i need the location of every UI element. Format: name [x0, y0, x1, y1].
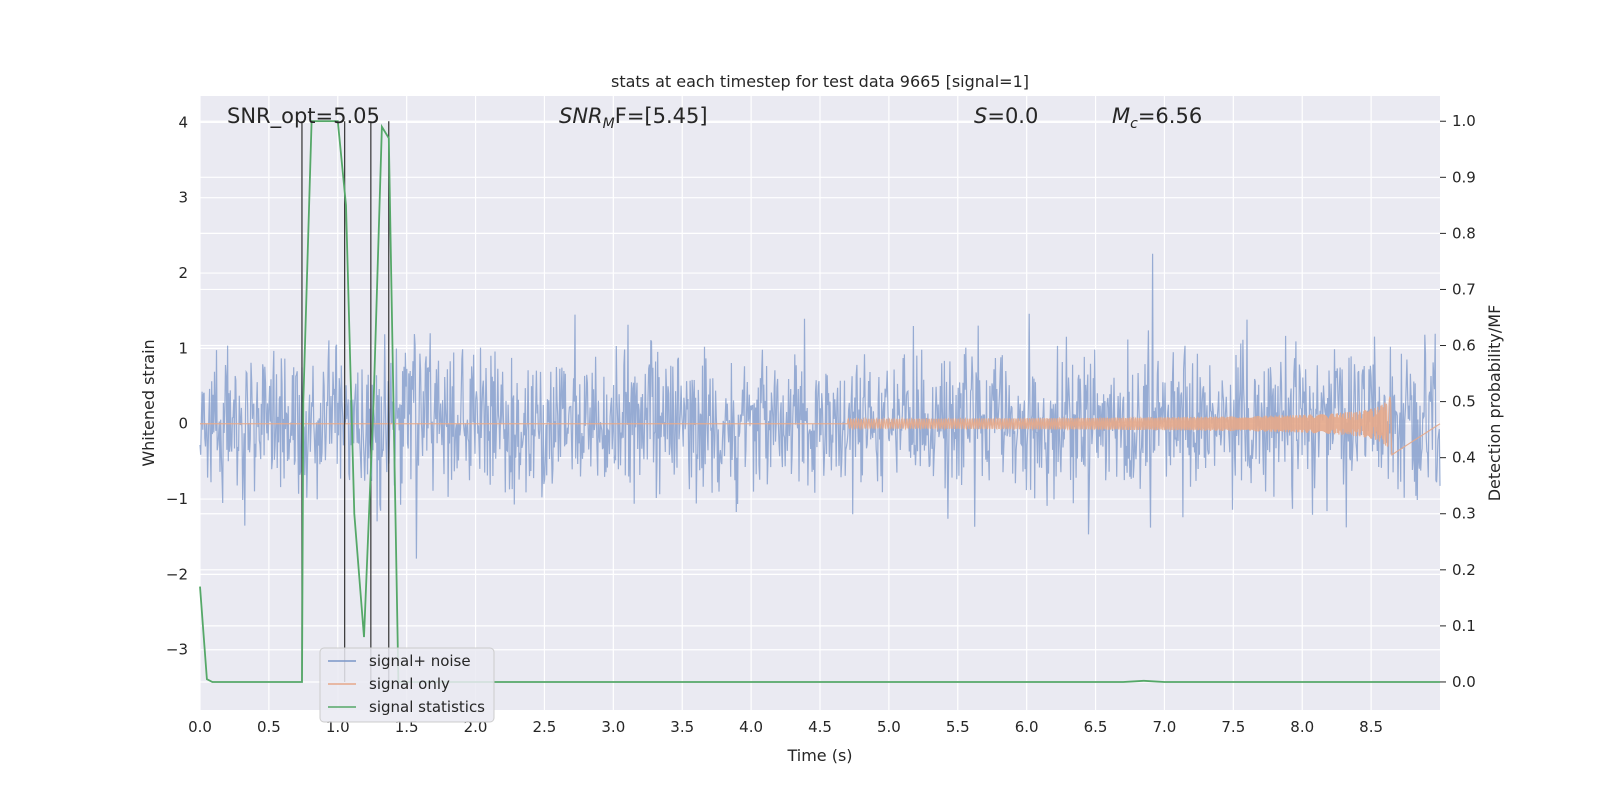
y-right-tick-label: 0.3	[1452, 505, 1476, 523]
x-tick-label: 4.0	[739, 718, 763, 736]
series-signal-only	[200, 396, 1441, 456]
annotation-snr-opt: SNR_opt=5.05	[227, 104, 380, 129]
annotation-mc-sub: c	[1130, 116, 1138, 132]
x-tick-label: 4.5	[808, 718, 832, 736]
legend-label-signal-statistics: signal statistics	[369, 698, 485, 716]
x-tick-label: 7.5	[1221, 718, 1245, 736]
y-tick-label: −2	[166, 565, 188, 583]
signal-trace	[200, 396, 1441, 456]
y-right-tick-label: 0.5	[1452, 393, 1476, 411]
y-right-tick-label: 0.1	[1452, 617, 1476, 635]
x-axis-label: Time (s)	[786, 746, 852, 765]
x-tick-label: 6.5	[1084, 718, 1108, 736]
y-right-tick-label: 0.0	[1452, 673, 1476, 691]
y-right-tick-label: 1.0	[1452, 112, 1476, 130]
y-tick-label: 1	[178, 339, 188, 357]
annotation-s-val: =0.0	[987, 104, 1038, 128]
legend-label-signal-only: signal only	[369, 675, 450, 693]
y-right-tick-label: 0.7	[1452, 280, 1476, 298]
y-tick-label: 4	[178, 113, 188, 131]
statistics-trace	[199, 120, 1440, 683]
y-tick-label: 3	[178, 189, 188, 207]
y-tick-label: −1	[166, 490, 188, 508]
y-right-tick-label: 0.4	[1452, 449, 1476, 467]
y-tick-label: 2	[178, 264, 188, 282]
x-tick-label: 0.0	[188, 718, 212, 736]
y-axis-label: Whitened strain	[139, 339, 158, 466]
annotation-mc-val: =6.56	[1138, 104, 1202, 128]
y-tick-label: 0	[178, 415, 188, 433]
x-tick-label: 3.5	[670, 718, 694, 736]
annotation-snr-mf-rest: F=[5.45]	[615, 104, 708, 128]
legend: signal+ noise signal only signal statist…	[319, 647, 495, 723]
x-tick-label: 5.5	[946, 718, 970, 736]
x-tick-label: 3.0	[601, 718, 625, 736]
y-right-tick-label: 0.2	[1452, 561, 1476, 579]
y-axis-right-label: Detection probability/MF	[1485, 305, 1504, 502]
annotation-s: S=0.0	[974, 104, 1038, 128]
annotation-snr-mf-sub: M	[603, 116, 615, 132]
y-right-tick-label: 0.9	[1452, 168, 1476, 186]
y-right-tick-label: 0.8	[1452, 224, 1476, 242]
y-tick-label: −3	[166, 641, 188, 659]
annotation-mc-var: M	[1112, 104, 1130, 128]
chart-title: stats at each timestep for test data 966…	[611, 72, 1029, 91]
x-tick-label: 6.0	[1015, 718, 1039, 736]
x-tick-label: 5.0	[877, 718, 901, 736]
x-tick-label: 8.5	[1359, 718, 1383, 736]
axis-ticks: 0.0 0.5 1.0 1.5 2.0 2.5 3.0 3.5 4.0 4.5 5.0 5.5 6.0 6…	[166, 112, 1476, 736]
annotation-mc: Mc=6.56	[1112, 104, 1202, 132]
x-tick-label: 7.0	[1153, 718, 1177, 736]
legend-label-signal-noise: signal+ noise	[369, 652, 471, 670]
grid	[199, 96, 1440, 710]
legend-box	[319, 647, 495, 723]
x-tick-label: 0.5	[257, 718, 281, 736]
annotation-snr-mf-main: SNR	[559, 104, 603, 128]
annotation-snr-mf: SNRMF=[5.45]	[559, 104, 708, 132]
series-signal-statistics	[199, 120, 1440, 683]
annotation-s-var: S	[974, 104, 987, 128]
x-tick-label: 8.0	[1290, 718, 1314, 736]
y-right-tick-label: 0.6	[1452, 337, 1476, 355]
x-tick-label: 2.5	[533, 718, 557, 736]
